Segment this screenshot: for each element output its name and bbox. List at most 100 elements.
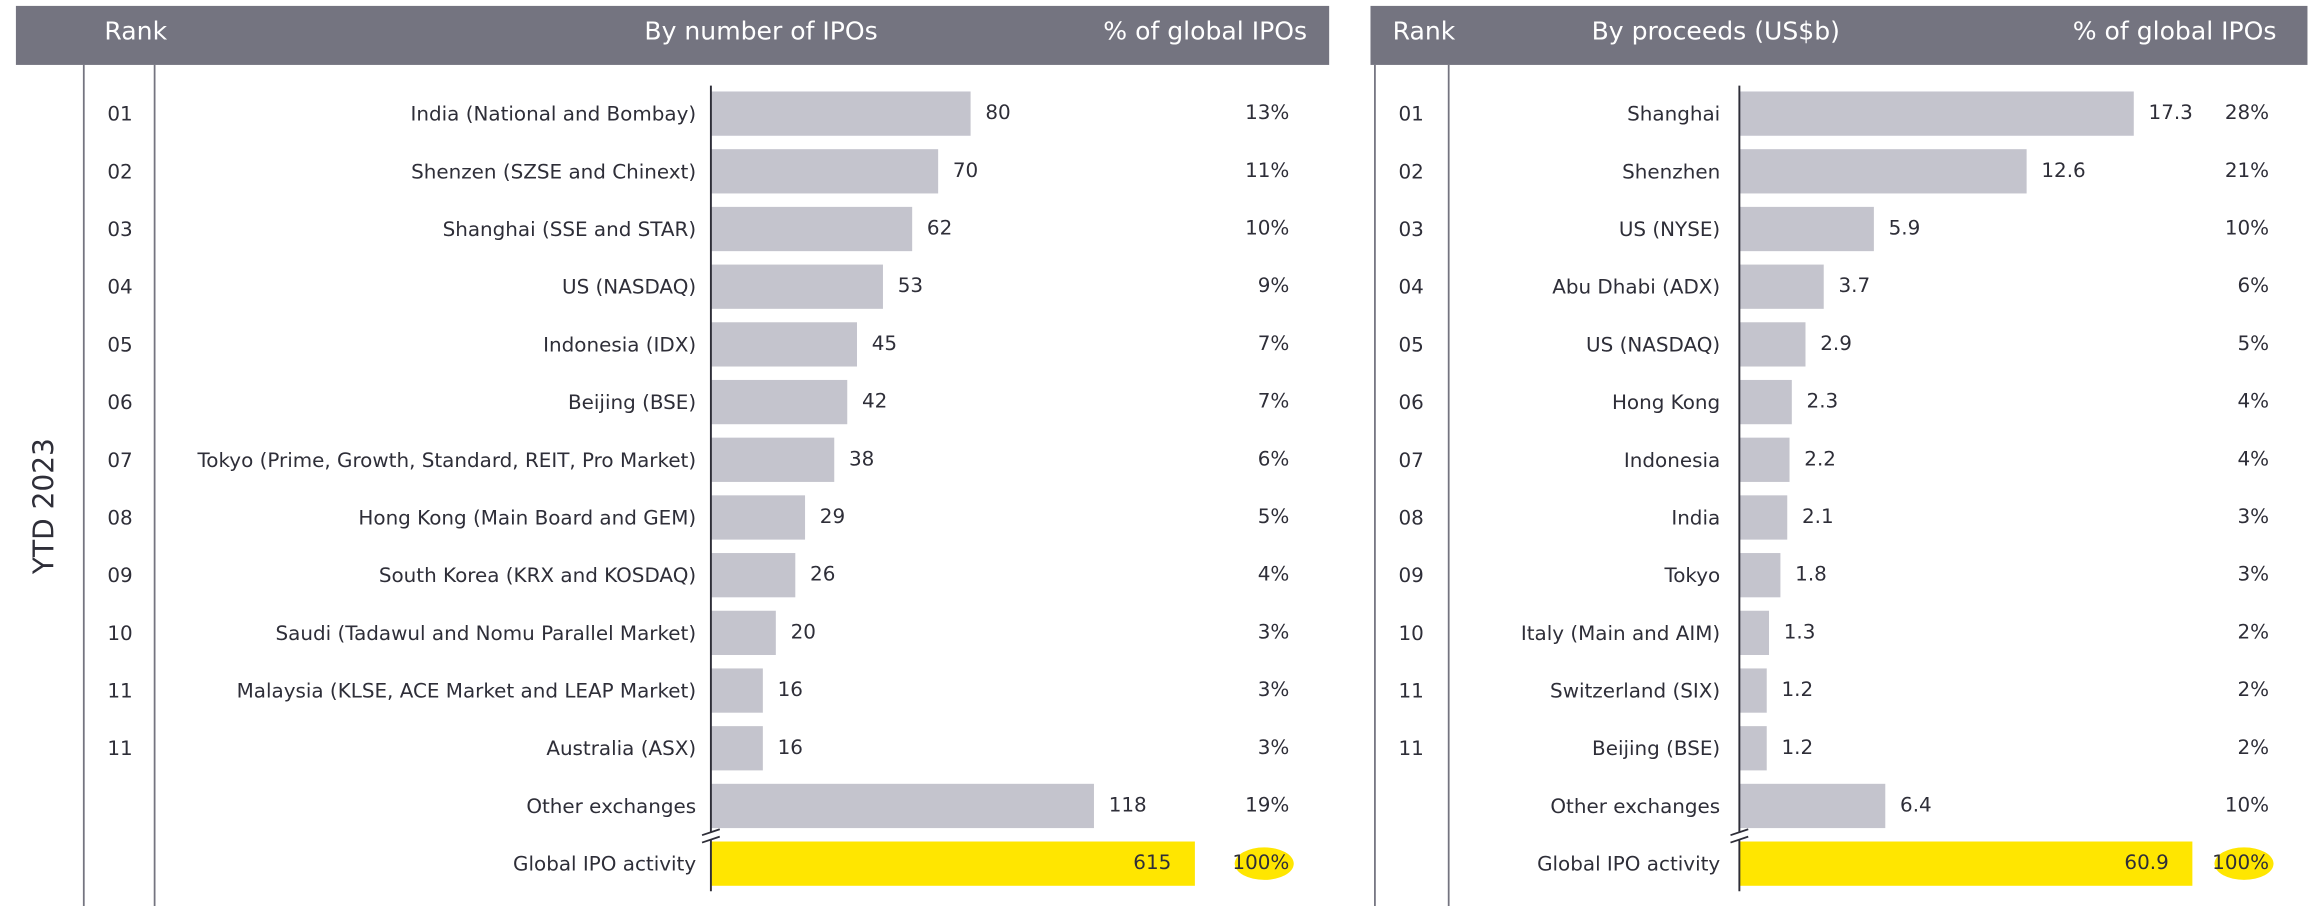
value-label: 2.9 bbox=[1820, 332, 1852, 355]
axis-break bbox=[1730, 828, 1749, 837]
share-highlight bbox=[2214, 847, 2274, 880]
share-label: 21% bbox=[2225, 159, 2269, 182]
category-label: Shenzhen bbox=[1622, 160, 1720, 183]
bar bbox=[710, 437, 835, 482]
share-label: 4% bbox=[1258, 563, 1290, 586]
rank: 03 bbox=[107, 218, 132, 241]
bar bbox=[710, 149, 939, 194]
value-label: 6.4 bbox=[1900, 793, 1932, 816]
rank: 10 bbox=[107, 622, 132, 645]
value-label: 62 bbox=[927, 217, 952, 240]
category-label: Hong Kong (Main Board and GEM) bbox=[358, 506, 696, 529]
bar bbox=[1739, 149, 2027, 194]
value-label: 29 bbox=[820, 505, 845, 528]
share-label: 10% bbox=[2225, 793, 2269, 816]
bar bbox=[710, 379, 848, 425]
category-label: US (NASDAQ) bbox=[562, 276, 696, 299]
share-label: 2% bbox=[2238, 736, 2270, 759]
value-label: 80 bbox=[985, 101, 1010, 124]
rank: 11 bbox=[1399, 737, 1424, 760]
share-label: 10% bbox=[1245, 217, 1289, 240]
value-label: 1.2 bbox=[1781, 678, 1813, 701]
category-label: Indonesia (IDX) bbox=[543, 333, 696, 356]
value-label: 1.3 bbox=[1784, 620, 1816, 643]
rank: 11 bbox=[1399, 680, 1424, 703]
share-label: 28% bbox=[2225, 101, 2269, 124]
category-label: US (NASDAQ) bbox=[1586, 333, 1720, 356]
category-label: Beijing (BSE) bbox=[1592, 737, 1720, 760]
total-label: Global IPO activity bbox=[513, 853, 696, 876]
bar bbox=[710, 553, 796, 598]
bar bbox=[1739, 264, 1824, 309]
bar bbox=[710, 322, 857, 367]
category-label: Shanghai (SSE and STAR) bbox=[443, 218, 697, 241]
share-label: 13% bbox=[1245, 101, 1289, 124]
column-header: % of global IPOs bbox=[1103, 16, 1307, 45]
bar bbox=[1739, 726, 1767, 771]
share-label: 3% bbox=[2238, 505, 2270, 528]
axis-break bbox=[1730, 835, 1749, 844]
column-header: Rank bbox=[1393, 16, 1456, 45]
bar bbox=[1739, 437, 1790, 482]
bar bbox=[710, 726, 763, 771]
total-value: 615 bbox=[1133, 851, 1171, 874]
category-label: Beijing (BSE) bbox=[568, 391, 696, 414]
value-label: 1.8 bbox=[1795, 563, 1827, 586]
category-label: India bbox=[1671, 506, 1720, 529]
share-label: 10% bbox=[2225, 217, 2269, 240]
bar bbox=[1739, 495, 1788, 540]
value-label: 16 bbox=[778, 678, 803, 701]
rank: 02 bbox=[1399, 160, 1424, 183]
value-label: 20 bbox=[791, 620, 816, 643]
bar bbox=[1739, 553, 1781, 598]
value-label: 1.2 bbox=[1781, 736, 1813, 759]
share-label: 19% bbox=[1245, 793, 1289, 816]
category-label: Saudi (Tadawul and Nomu Parallel Market) bbox=[276, 622, 697, 645]
share-label: 7% bbox=[1258, 390, 1290, 413]
value-label: 3.7 bbox=[1838, 274, 1870, 297]
bar bbox=[710, 91, 971, 136]
column-header: % of global IPOs bbox=[2073, 16, 2277, 45]
total-bar bbox=[710, 841, 1195, 886]
share-highlight bbox=[1234, 847, 1294, 880]
share-label: 5% bbox=[2238, 332, 2270, 355]
rank: 08 bbox=[107, 506, 132, 529]
category-label: Tokyo (Prime, Growth, Standard, REIT, Pr… bbox=[197, 449, 697, 472]
value-label: 5.9 bbox=[1889, 217, 1921, 240]
share-label: 4% bbox=[2238, 390, 2270, 413]
share-label: 5% bbox=[1258, 505, 1290, 528]
category-label: Hong Kong bbox=[1612, 391, 1720, 414]
category-label: South Korea (KRX and KOSDAQ) bbox=[379, 564, 696, 587]
value-label: 2.2 bbox=[1804, 447, 1836, 470]
bar bbox=[710, 783, 1094, 829]
value-label: 53 bbox=[898, 274, 923, 297]
total-value: 60.9 bbox=[2124, 851, 2168, 874]
value-label: 42 bbox=[862, 390, 887, 413]
category-label: Tokyo bbox=[1663, 564, 1720, 587]
share-label: 11% bbox=[1245, 159, 1289, 182]
rank: 11 bbox=[107, 680, 132, 703]
rank: 02 bbox=[107, 160, 132, 183]
bar bbox=[1739, 322, 1806, 367]
value-label: 16 bbox=[778, 736, 803, 759]
header-bar bbox=[1370, 5, 2308, 65]
rank: 09 bbox=[107, 564, 132, 587]
rank: 10 bbox=[1399, 622, 1424, 645]
value-label: 2.1 bbox=[1802, 505, 1834, 528]
value-label: 2.3 bbox=[1807, 390, 1839, 413]
category-label: Malaysia (KLSE, ACE Market and LEAP Mark… bbox=[237, 680, 697, 703]
category-label: Italy (Main and AIM) bbox=[1521, 622, 1720, 645]
bar bbox=[710, 610, 776, 656]
share-label: 2% bbox=[2238, 678, 2270, 701]
axis-break bbox=[701, 828, 721, 837]
total-share: 100% bbox=[2212, 851, 2269, 874]
share-label: 9% bbox=[1258, 274, 1290, 297]
column-header: Rank bbox=[104, 16, 167, 45]
total-share: 100% bbox=[1232, 851, 1289, 874]
share-label: 3% bbox=[1258, 678, 1290, 701]
rank: 11 bbox=[107, 737, 132, 760]
column-header: By number of IPOs bbox=[644, 16, 877, 45]
category-label: Indonesia bbox=[1624, 449, 1720, 472]
category-label: US (NYSE) bbox=[1619, 218, 1720, 241]
